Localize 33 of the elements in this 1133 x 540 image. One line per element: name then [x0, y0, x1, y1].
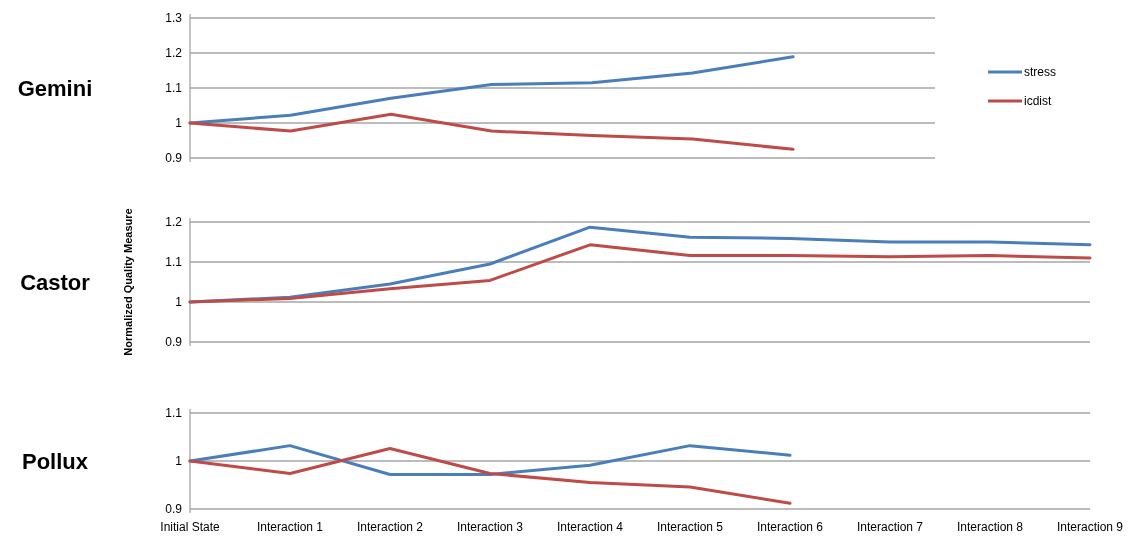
line-series [188, 444, 792, 476]
y-tick-label: 1.2 [165, 46, 183, 61]
y-tick-label: 0.9 [165, 151, 183, 166]
x-tick-label: Interaction 2 [356, 520, 424, 534]
y-tick-label: 1.1 [165, 81, 183, 96]
y-tick-label: 1.3 [165, 11, 183, 26]
y-tick-label: 1.1 [165, 255, 183, 270]
y-tick-label: 0.9 [165, 335, 183, 350]
x-tick-label: Interaction 7 [856, 520, 924, 534]
y-tick-label: 1 [175, 116, 183, 131]
line-series [188, 243, 1092, 304]
x-tick-label: Interaction 4 [556, 520, 624, 534]
x-tick-label: Interaction 3 [456, 520, 524, 534]
y-tick-label: 1 [175, 295, 183, 310]
line-series [188, 55, 795, 125]
line-series [188, 112, 795, 151]
legend-label: icdist [1024, 94, 1053, 109]
x-tick-label: Interaction 5 [656, 520, 724, 534]
text: Pollux [21, 448, 89, 474]
y-tick-label: 1.1 [165, 406, 183, 421]
x-tick-label: Interaction 6 [756, 520, 824, 534]
y-tick-label: 1.2 [165, 215, 183, 230]
line-series [188, 447, 792, 505]
x-tick-label: Interaction 8 [956, 520, 1024, 534]
x-tick-label: Interaction 1 [256, 520, 324, 534]
x-tick-label: Interaction 9 [1056, 520, 1124, 534]
x-tick-label: Initial State [160, 520, 221, 534]
legend-label: stress [1024, 65, 1057, 80]
y-axis-title: Normalized Quality Measure [122, 208, 134, 356]
y-tick-label: 0.9 [165, 502, 183, 517]
text: Gemini [17, 75, 93, 101]
text: Castor [20, 269, 91, 295]
y-tick-label: 1 [175, 454, 183, 469]
